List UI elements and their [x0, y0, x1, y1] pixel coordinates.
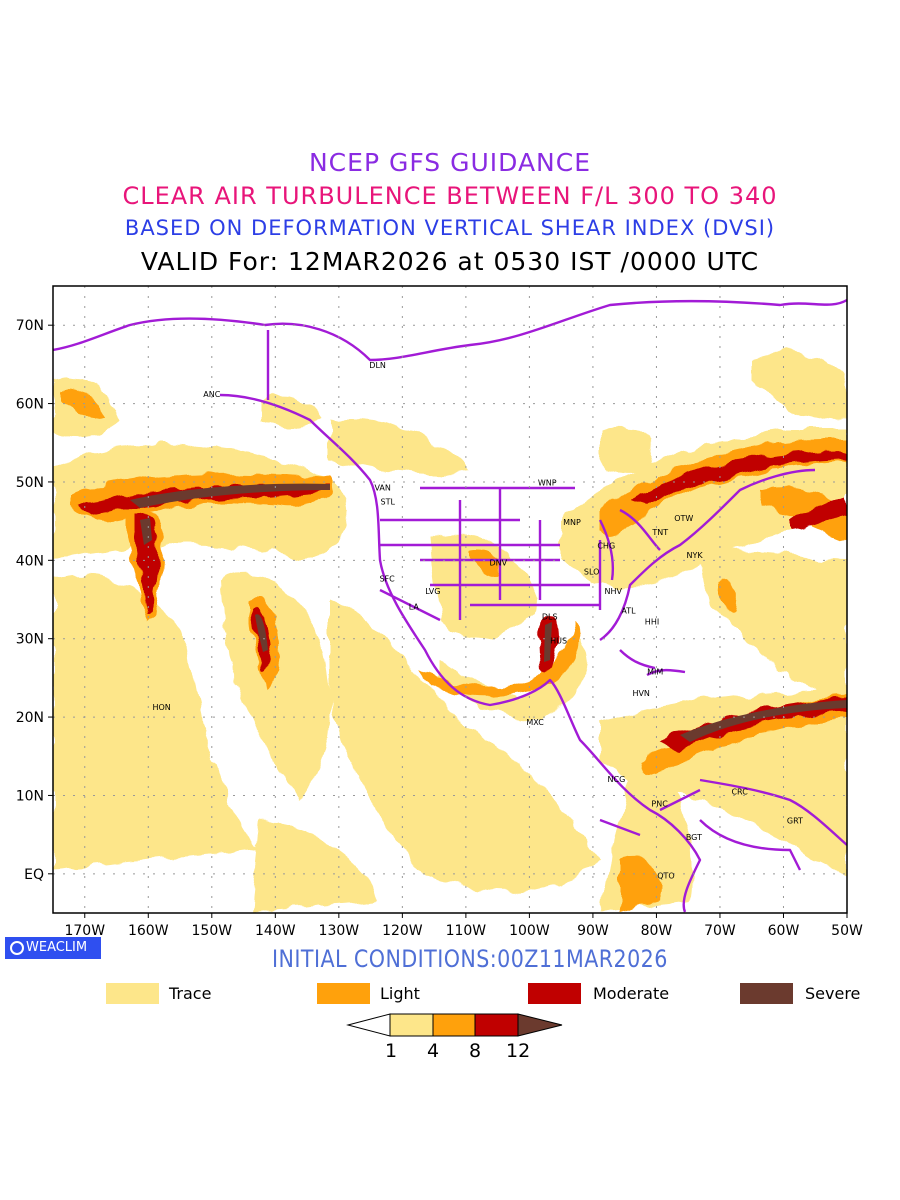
lon-label: 140W	[255, 923, 296, 939]
legend-label-trace: Trace	[169, 984, 212, 1003]
colorbar-tick-8: 8	[469, 1040, 482, 1062]
colorbar-tick-4: 4	[427, 1040, 440, 1062]
lon-label: 160W	[128, 923, 169, 939]
latitude-labels: 70N 60N 50N 40N 30N 20N 10N EQ	[16, 318, 53, 883]
lon-label: 50W	[831, 923, 863, 939]
station-label: MIM	[647, 668, 663, 677]
colorbar-tick-12: 12	[506, 1040, 531, 1062]
lat-label: 50N	[16, 475, 44, 491]
station-label: DLN	[369, 361, 386, 370]
legend-item-light: Light	[317, 983, 477, 1004]
legend-label-moderate: Moderate	[593, 984, 670, 1003]
title-model: NCEP GFS GUIDANCE	[308, 148, 591, 177]
longitude-labels: 170W 160W 150W 140W 130W 120W 110W 100W 90W 80W 70…	[64, 913, 863, 939]
lat-label: 60N	[16, 397, 44, 413]
legend-label-light: Light	[380, 984, 420, 1003]
map-frame	[52, 285, 848, 914]
station-label: NHV	[605, 587, 623, 596]
lon-label: 70W	[704, 923, 736, 939]
legend-swatch-trace	[106, 983, 159, 1004]
station-label: TNT	[651, 528, 668, 537]
title-valid-time: VALID For: 12MAR2026 at 0530 IST /0000 U…	[140, 247, 760, 276]
lon-label: 100W	[509, 923, 550, 939]
legend-swatch-light	[317, 983, 370, 1004]
station-label: BGT	[686, 833, 702, 842]
coastlines-and-borders	[53, 298, 847, 913]
initial-conditions: INITIAL CONDITIONS:00Z11MAR2026	[272, 945, 668, 973]
station-label: ANC	[203, 390, 220, 399]
legend-item-moderate: Moderate	[528, 983, 688, 1004]
title-method: BASED ON DEFORMATION VERTICAL SHEAR INDE…	[124, 216, 776, 240]
station-label: MXC	[526, 718, 544, 727]
legend-swatch-moderate	[528, 983, 581, 1004]
station-label: CRC	[731, 788, 748, 797]
station-label: ATL	[621, 606, 636, 615]
severe-turbulence-areas	[130, 483, 847, 742]
station-label: MNP	[563, 518, 581, 527]
lon-label: 120W	[382, 923, 423, 939]
station-label: QTO	[657, 871, 674, 880]
station-label: WNP	[538, 479, 557, 488]
lon-label: 150W	[192, 923, 233, 939]
lat-label: 10N	[16, 788, 44, 804]
station-label: HVN	[632, 689, 649, 698]
station-label: SFC	[379, 574, 395, 583]
station-label: NYK	[686, 551, 703, 560]
trace-turbulence-areas	[53, 351, 847, 912]
legend-swatch-severe	[740, 983, 793, 1004]
station-label: SLO	[584, 567, 600, 576]
colorbar-tick-1: 1	[385, 1040, 398, 1062]
station-label: NCG	[608, 775, 626, 784]
ring-logo-icon	[10, 941, 24, 955]
lat-label: 20N	[16, 710, 44, 726]
legend-item-trace: Trace	[106, 983, 266, 1004]
lat-label: 30N	[16, 632, 44, 648]
station-label: CHG	[597, 541, 615, 550]
legend-item-severe: Severe	[740, 983, 880, 1004]
station-label: DNV	[489, 559, 507, 568]
lon-label: 80W	[641, 923, 673, 939]
lat-lon-grid	[53, 286, 848, 913]
lat-label: EQ	[24, 867, 44, 883]
station-label: HON	[152, 703, 170, 712]
title-product: CLEAR AIR TURBULENCE BETWEEN F/L 300 TO …	[122, 182, 778, 210]
station-label: GRT	[787, 817, 803, 826]
station-label: VAN	[374, 483, 390, 492]
lon-label: 170W	[64, 923, 105, 939]
station-label: STL	[381, 498, 396, 507]
lon-label: 130W	[319, 923, 360, 939]
station-label: HHI	[645, 617, 659, 626]
station-label: LA	[409, 603, 420, 612]
legend-label-severe: Severe	[805, 984, 861, 1003]
weaclim-label: WEACLIM	[26, 940, 88, 955]
station-labels: DLN ANC VAN STL WNP MNP TNT OTW CHG NYK DNV SFC LVG S…	[152, 361, 803, 880]
station-label: OTW	[674, 514, 693, 523]
lon-label: 90W	[577, 923, 609, 939]
station-label: DLS	[542, 613, 558, 622]
station-label: LVG	[425, 587, 440, 596]
station-label: PNC	[651, 799, 668, 808]
lat-label: 70N	[16, 318, 44, 334]
station-label: HUS	[550, 636, 567, 645]
weaclim-badge: WEACLIM	[5, 937, 101, 959]
lon-label: 60W	[768, 923, 800, 939]
lon-label: 110W	[446, 923, 487, 939]
lat-label: 40N	[16, 553, 44, 569]
